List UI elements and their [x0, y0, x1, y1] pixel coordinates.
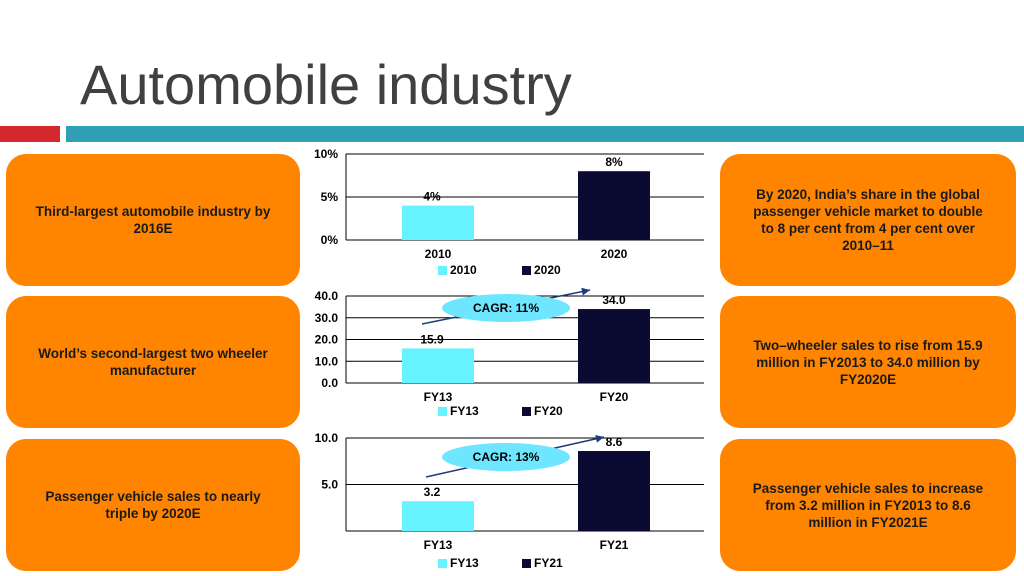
data-label: 3.2 — [424, 485, 441, 499]
chart-1: 0% 5% 10% 4% 2010 8% 2020 2010 2020 — [314, 147, 704, 277]
y-tick-label: 20.0 — [315, 333, 339, 347]
legend-swatch — [522, 559, 531, 568]
legend-entry: FY13 — [450, 556, 479, 570]
y-tick-label: 40.0 — [315, 289, 339, 303]
legend-swatch — [522, 266, 531, 275]
bar — [578, 451, 650, 531]
right-box-1: By 2020, India’s share in the global pas… — [720, 154, 1016, 286]
accent-bar-teal — [66, 126, 1024, 142]
category-label: FY13 — [424, 538, 453, 552]
chart-2: 0.0 10.0 20.0 30.0 40.0 15.9 FY13 34.0 FY20 FY13 F… — [315, 288, 704, 418]
y-tick-label: 0.0 — [321, 376, 338, 390]
accent-bar-red — [0, 126, 60, 142]
bar — [402, 348, 474, 383]
bar — [402, 501, 474, 531]
legend-entry: FY13 — [450, 404, 479, 418]
legend-entry: FY20 — [534, 404, 563, 418]
legend-swatch — [438, 407, 447, 416]
bar — [578, 309, 650, 383]
legend-swatch — [438, 559, 447, 568]
left-box-2: World’s second-largest two wheeler manuf… — [6, 296, 300, 428]
legend-entry: 2020 — [534, 263, 561, 277]
y-tick-label: 10.0 — [315, 354, 339, 368]
data-label: 4% — [423, 190, 441, 204]
cagr-bubble — [442, 294, 570, 322]
legend-entry: 2010 — [450, 263, 477, 277]
bar — [402, 205, 474, 240]
cagr-label: CAGR: 13% — [473, 450, 540, 464]
cagr-arrow-head — [595, 434, 604, 443]
cagr-arrow-head — [581, 288, 590, 296]
legend-swatch — [438, 266, 447, 275]
y-tick-label: 10.0 — [315, 431, 339, 445]
y-tick-label: 30.0 — [315, 311, 339, 325]
page-title: Automobile industry — [80, 53, 572, 116]
y-tick-label: 10% — [314, 147, 338, 161]
right-box-2: Two–wheeler sales to rise from 15.9 mill… — [720, 296, 1016, 428]
y-tick-label: 0% — [321, 233, 339, 247]
data-label: 34.0 — [602, 293, 626, 307]
data-label: 15.9 — [420, 332, 444, 346]
category-label: FY21 — [600, 538, 629, 552]
bar — [578, 171, 650, 240]
right-box-3: Passenger vehicle sales to increase from… — [720, 439, 1016, 571]
left-box-1: Third-largest automobile industry by 201… — [6, 154, 300, 286]
chart-3: 5.0 10.0 3.2 FY13 8.6 FY21 FY13 FY21 CAGR: 13% — [315, 431, 704, 570]
cagr-label: CAGR: 11% — [473, 301, 539, 315]
category-label: FY13 — [424, 390, 453, 404]
category-label: FY20 — [600, 390, 629, 404]
category-label: 2020 — [601, 247, 628, 261]
y-tick-label: 5% — [321, 190, 339, 204]
y-tick-label: 5.0 — [321, 478, 338, 492]
data-label: 8.6 — [606, 435, 623, 449]
category-label: 2010 — [425, 247, 452, 261]
legend-swatch — [522, 407, 531, 416]
left-box-3: Passenger vehicle sales to nearly triple… — [6, 439, 300, 571]
cagr-bubble — [442, 443, 570, 471]
data-label: 8% — [605, 155, 623, 169]
legend-entry: FY21 — [534, 556, 563, 570]
